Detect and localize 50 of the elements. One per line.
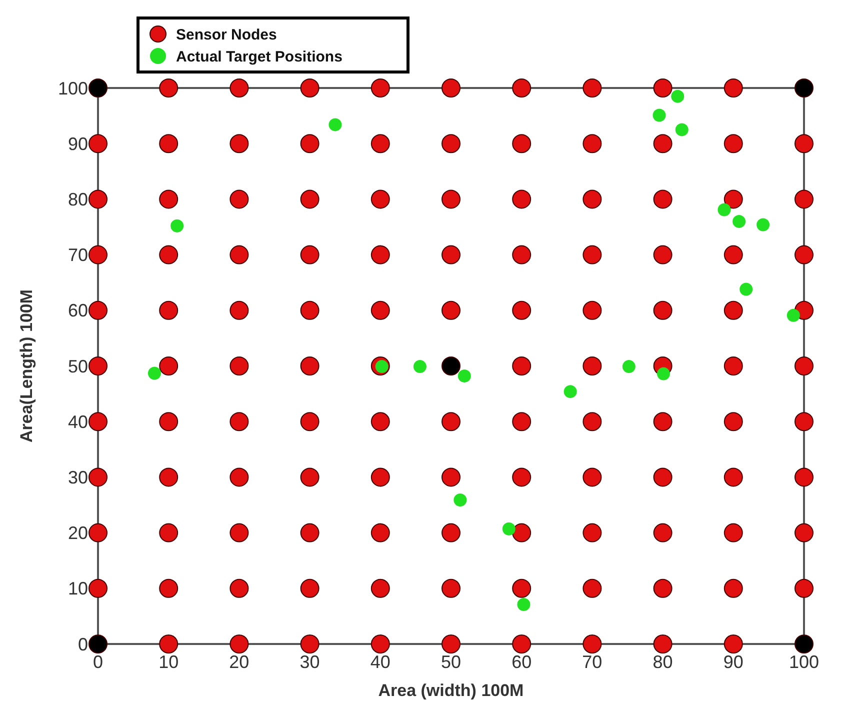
point	[622, 360, 636, 374]
y-tick-label: 10	[68, 578, 88, 599]
point	[652, 108, 666, 122]
point	[517, 598, 530, 612]
y-tick-label: 80	[68, 190, 88, 210]
point	[732, 214, 746, 228]
point	[170, 219, 184, 232]
y-tick-label: 100	[58, 78, 88, 98]
point	[718, 203, 731, 216]
x-axis-title: Area (width) 100M	[378, 681, 524, 700]
point	[458, 370, 471, 383]
y-tick-label: 50	[68, 356, 88, 376]
point	[740, 282, 753, 296]
point	[148, 366, 161, 380]
y-tick-label: 0	[78, 634, 88, 654]
x-tick-label: 90	[723, 652, 744, 672]
x-tick-label: 50	[440, 652, 462, 672]
point	[675, 123, 688, 136]
legend-label: Actual Target Positions	[176, 48, 342, 66]
point	[756, 218, 770, 232]
legend-label: Sensor Nodes	[176, 26, 277, 44]
x-tick-label: 30	[300, 652, 320, 672]
y-tick-label: 20	[68, 523, 88, 544]
y-tick-label: 90	[68, 134, 88, 154]
point	[442, 356, 460, 376]
point	[786, 308, 800, 322]
y-tick-label: 40	[68, 412, 88, 432]
point	[502, 522, 516, 536]
point	[88, 78, 108, 98]
x-tick-label: 40	[370, 652, 390, 672]
point	[413, 360, 426, 374]
x-tick-label: 100	[788, 652, 820, 672]
x-tick-label: 80	[652, 652, 673, 672]
y-axis-title: Area(Length) 100M	[17, 289, 36, 443]
x-tick-label: 20	[229, 652, 250, 672]
y-tick-label: 30	[68, 468, 88, 488]
point	[88, 634, 108, 654]
y-tick-label: 60	[68, 300, 88, 321]
point	[657, 367, 670, 380]
point	[328, 118, 342, 132]
x-tick-label: 70	[582, 652, 602, 672]
point	[794, 634, 814, 654]
point	[671, 90, 684, 103]
y-tick-label: 70	[68, 245, 88, 266]
point	[564, 385, 577, 398]
point	[794, 78, 814, 98]
x-tick-label: 0	[92, 652, 104, 672]
x-tick-label: 60	[512, 652, 532, 672]
point	[454, 493, 467, 506]
x-tick-label: 10	[158, 652, 179, 672]
